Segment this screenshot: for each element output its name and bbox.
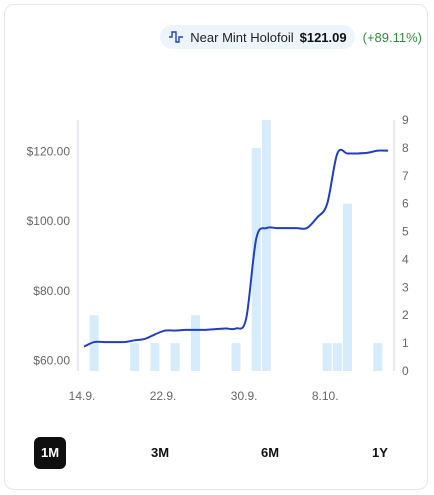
tab-3m[interactable]: 3M	[150, 445, 170, 460]
x-tick-label: 30.9.	[231, 389, 258, 403]
y-right-tick-label: 5	[402, 225, 409, 239]
y-right-tick-label: 0	[402, 364, 409, 378]
legend-change: (+89.11%)	[362, 29, 422, 45]
y-right-tick-label: 8	[402, 141, 409, 155]
x-tick-label: 8.10.	[312, 389, 339, 403]
y-left-tick-label: $60.00	[33, 354, 70, 368]
chart-legend: Near Mint Holofoil $121.09 (+89.11%)	[160, 24, 422, 50]
price-history-card	[4, 4, 428, 490]
tab-1y[interactable]: 1Y	[372, 445, 388, 460]
legend-pill[interactable]: Near Mint Holofoil $121.09	[160, 25, 355, 49]
x-tick-label: 22.9.	[150, 389, 177, 403]
range-tabs: 1M 3M 6M 1Y	[34, 437, 408, 469]
volume-bar	[130, 343, 140, 371]
y-right-tick-label: 6	[402, 197, 409, 211]
tab-6m[interactable]: 6M	[260, 445, 280, 460]
volume-bar	[251, 147, 261, 371]
right-axis-ticks: 0 1 2 3 4 5 6 7 8 9	[402, 113, 409, 378]
left-axis-ticks: $60.00 $80.00 $100.00 $120.00	[27, 144, 71, 367]
y-right-tick-label: 7	[402, 169, 409, 183]
y-right-tick-label: 2	[402, 308, 409, 322]
y-right-tick-label: 1	[402, 336, 409, 350]
volume-bar	[261, 120, 271, 371]
volume-bar	[332, 343, 342, 371]
y-left-tick-label: $80.00	[33, 284, 70, 298]
x-tick-label: 14.9.	[69, 389, 96, 403]
volume-bars	[89, 120, 383, 371]
volume-bar	[150, 343, 160, 371]
volume-bar	[190, 315, 200, 371]
volume-bar	[89, 315, 99, 371]
legend-condition: Near Mint Holofoil	[190, 29, 294, 45]
y-right-tick-label: 4	[402, 252, 409, 266]
volume-bar	[342, 203, 352, 371]
tab-1m[interactable]: 1M	[34, 437, 66, 469]
price-chart: $60.00 $80.00 $100.00 $120.00 0 1 2 3 4 5 6 7 8 9 14…	[27, 113, 409, 403]
price-line	[83, 148, 389, 348]
x-axis-ticks: 14.9. 22.9. 30.9. 8.10.	[69, 389, 339, 403]
volume-bar	[322, 343, 332, 371]
volume-bar	[170, 343, 180, 371]
y-right-tick-label: 3	[402, 280, 409, 294]
y-left-tick-label: $120.00	[27, 144, 71, 158]
volume-bar	[231, 343, 241, 371]
volume-bar	[373, 343, 383, 371]
price-line-icon	[169, 31, 184, 43]
y-left-tick-label: $100.00	[27, 214, 71, 228]
legend-price: $121.09	[299, 29, 347, 45]
y-right-tick-label: 9	[402, 113, 409, 127]
